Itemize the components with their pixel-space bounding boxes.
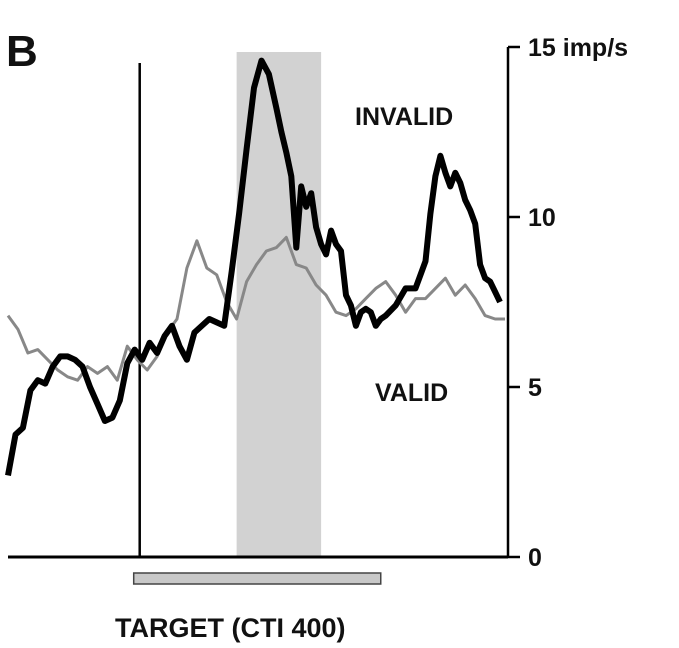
y-tick-label: 5: [528, 374, 542, 402]
series-valid-line: [6, 235, 505, 382]
legend-invalid: INVALID: [355, 103, 453, 131]
target-bar-label: TARGET (CTI 400): [115, 613, 346, 643]
legend-valid: VALID: [375, 379, 448, 407]
series-invalid-line: [5, 57, 503, 476]
y-tick-label: 0: [528, 544, 542, 572]
y-tick-label: 15 imp/s: [528, 34, 628, 62]
target-bar: [132, 572, 382, 585]
panel-label: B: [6, 27, 38, 76]
y-ticks: 0 5 10 15 imp/s: [508, 34, 628, 572]
y-tick-label: 10: [528, 204, 556, 232]
